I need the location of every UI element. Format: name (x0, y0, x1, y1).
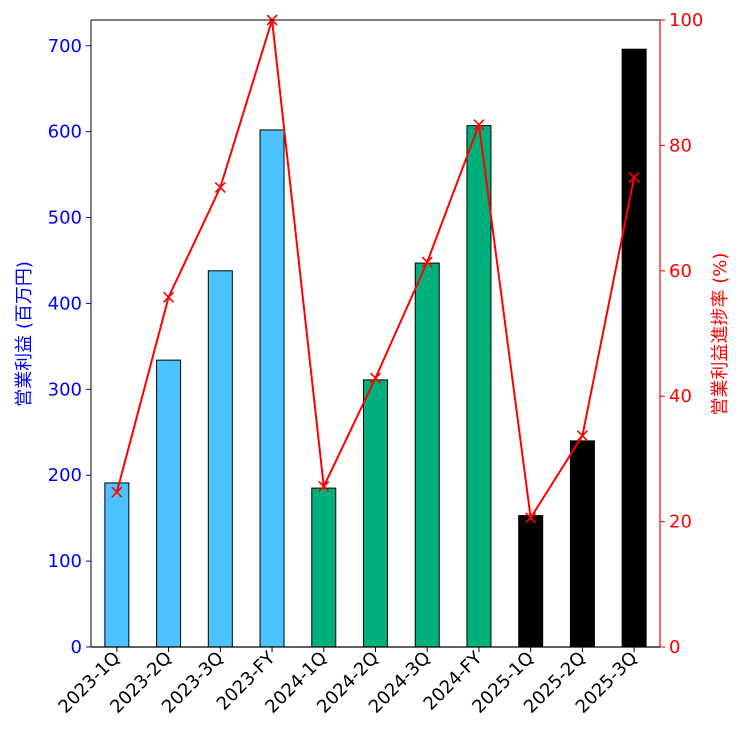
progress-marker-2025-3Q (628, 171, 640, 183)
y-tick-label-right: 100 (669, 10, 703, 31)
y-tick-label-right: 60 (669, 261, 692, 282)
bar-2024-2Q (363, 379, 388, 648)
bar-group (104, 48, 647, 648)
bar-2025-1Q (518, 515, 544, 648)
progress-marker-2024-1Q (318, 480, 330, 493)
progress-marker-2025-2Q (576, 430, 588, 442)
y-tick-label-left: 300 (48, 379, 82, 400)
progress-marker-2024-2Q (369, 372, 382, 384)
y-tick-label-right: 80 (669, 135, 692, 156)
y-axis-label-left: 営業利益 (百万円) (14, 261, 35, 407)
progress-marker-2024-3Q (421, 256, 433, 268)
y-tick-label-left: 500 (48, 208, 82, 229)
bar-2023-2Q (156, 359, 182, 648)
bar-2023-3Q (207, 270, 233, 648)
y-tick-label-left: 100 (48, 551, 82, 572)
bar-2024-FY (466, 125, 492, 648)
y-tick-label-right: 40 (669, 386, 692, 407)
bar-2023-1Q (104, 482, 130, 648)
bar-2025-3Q (621, 48, 647, 648)
y-tick-label-right: 20 (669, 512, 692, 533)
bar-2024-3Q (414, 262, 440, 648)
y-tick-label-left: 700 (48, 36, 82, 57)
progress-marker-2023-1Q (111, 486, 123, 498)
progress-line-group (111, 14, 640, 524)
y-tick-label-left: 600 (48, 122, 82, 143)
y-tick-label-left: 400 (48, 293, 82, 314)
y-tick-label-right: 0 (669, 637, 680, 658)
bar-2023-FY (259, 129, 285, 648)
y-axis-label-right: 営業利益進捗率 (%) (710, 253, 731, 416)
y-tick-label-left: 0 (71, 637, 82, 658)
progress-marker-2024-FY (473, 119, 485, 131)
progress-marker-2025-1Q (525, 512, 537, 524)
bar-2024-1Q (311, 487, 337, 648)
progress-marker-2023-2Q (163, 291, 175, 303)
progress-marker-2023-3Q (214, 181, 226, 193)
bar-2025-2Q (569, 440, 595, 648)
y-tick-label-left: 200 (48, 465, 82, 486)
